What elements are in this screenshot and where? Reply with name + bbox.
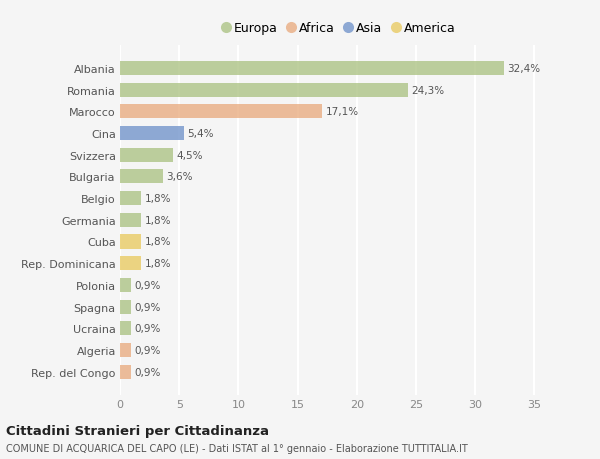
Text: 5,4%: 5,4%	[187, 129, 214, 139]
Text: Cittadini Stranieri per Cittadinanza: Cittadini Stranieri per Cittadinanza	[6, 424, 269, 437]
Text: 32,4%: 32,4%	[507, 64, 540, 74]
Text: 1,8%: 1,8%	[145, 258, 172, 269]
Bar	[120, 257, 142, 271]
Text: 0,9%: 0,9%	[134, 345, 161, 355]
Bar	[120, 343, 131, 357]
Bar	[120, 84, 407, 97]
Text: 4,5%: 4,5%	[177, 151, 203, 160]
Bar	[120, 127, 184, 141]
Bar	[120, 62, 503, 76]
Text: 0,9%: 0,9%	[134, 367, 161, 377]
Text: 3,6%: 3,6%	[166, 172, 193, 182]
Bar	[120, 235, 142, 249]
Bar	[120, 321, 131, 336]
Bar	[120, 365, 131, 379]
Bar	[120, 213, 142, 227]
Bar	[120, 192, 142, 206]
Bar	[120, 148, 173, 162]
Text: 0,9%: 0,9%	[134, 302, 161, 312]
Text: 1,8%: 1,8%	[145, 215, 172, 225]
Bar	[120, 300, 131, 314]
Text: 0,9%: 0,9%	[134, 280, 161, 290]
Bar	[120, 105, 322, 119]
Text: 17,1%: 17,1%	[326, 107, 359, 117]
Text: 24,3%: 24,3%	[411, 85, 445, 95]
Bar	[120, 170, 163, 184]
Text: 1,8%: 1,8%	[145, 194, 172, 204]
Bar	[120, 278, 131, 292]
Text: 1,8%: 1,8%	[145, 237, 172, 247]
Text: 0,9%: 0,9%	[134, 324, 161, 334]
Legend: Europa, Africa, Asia, America: Europa, Africa, Asia, America	[218, 17, 460, 40]
Text: COMUNE DI ACQUARICA DEL CAPO (LE) - Dati ISTAT al 1° gennaio - Elaborazione TUTT: COMUNE DI ACQUARICA DEL CAPO (LE) - Dati…	[6, 443, 468, 453]
